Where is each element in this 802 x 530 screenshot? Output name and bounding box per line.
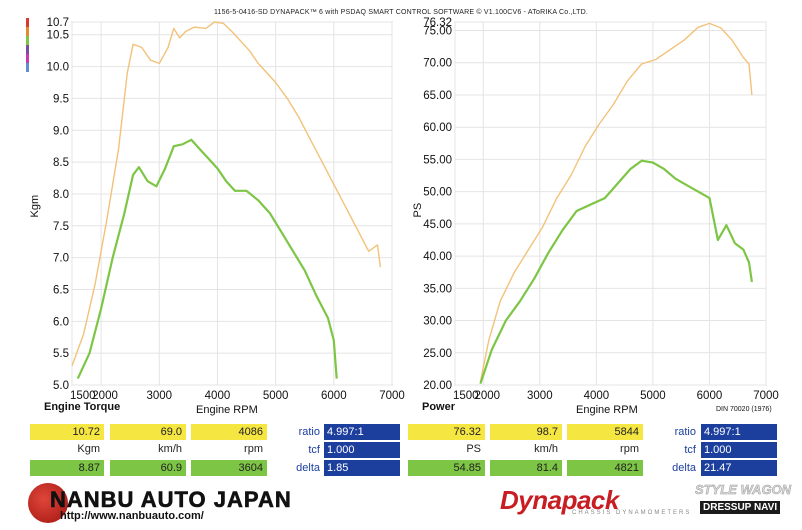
- power-ytick-label: 50.00: [423, 187, 452, 199]
- torque-tcf-value: 1.000: [324, 442, 400, 458]
- torque-ytick-label: 9.5: [53, 93, 69, 105]
- power-unit-ps: PS: [466, 443, 481, 455]
- dynapack-sub: CHASSIS DYNAMOMETERS: [572, 510, 692, 516]
- power-xtick-label: 1500: [453, 390, 479, 402]
- torque-series-line-0: [71, 21, 382, 367]
- power-unit-rpm: rpm: [620, 443, 639, 455]
- torque-xtick-label: 2000: [92, 390, 118, 402]
- power-ytick-label: 75.00: [423, 26, 452, 38]
- torque-unit-rpm: rpm: [244, 443, 263, 455]
- torque-ytick-label: 10.7: [47, 17, 69, 29]
- power-tcf-value: 1.000: [701, 442, 777, 458]
- torque-ytick-label: 7.5: [53, 221, 69, 233]
- power-ytick-label: 40.00: [423, 251, 452, 263]
- torque-ytick-label: 7.0: [53, 253, 69, 265]
- torque-chart: 5.0 5.5 6.0 6.5 7.0 7.5 8.0 8.5 9.0 9.5 10.0 10.510…: [29, 17, 405, 402]
- power-delta-value: 21.47: [701, 460, 777, 476]
- power-ylabel: PS: [412, 203, 424, 218]
- power-chart: 20.00 25.00 30.00 35.00 40.00 45.00 50.00 55.00…: [412, 17, 779, 402]
- power-ytick-label: 60.00: [423, 122, 452, 134]
- power-xtick-label: 7000: [753, 390, 779, 402]
- torque-ytick-label: 10.5: [47, 30, 69, 42]
- dynapack-logo: Dynapack: [500, 485, 619, 515]
- power-series-line-0: [479, 22, 753, 382]
- power-ytick-label: 55.00: [423, 154, 452, 166]
- power-peak-speed: 98.7: [490, 424, 562, 440]
- torque-xtick-label: 7000: [379, 390, 405, 402]
- sheet-header: 1156-5-0416-SD DYNAPACK™ 6 with PSDAQ SM…: [213, 9, 589, 16]
- torque-tcf-label: tcf: [308, 444, 320, 456]
- torque-ytick-label: 5.0: [53, 380, 69, 392]
- torque-delta-value: 1.85: [324, 460, 400, 476]
- torque-ratio-label: ratio: [298, 426, 320, 438]
- power-ytick-label: 30.00: [423, 316, 452, 328]
- power-xtick-label: 6000: [697, 390, 723, 402]
- torque-ytick-label: 9.0: [53, 125, 69, 137]
- din-standard: DIN 70020 (1976): [716, 406, 772, 413]
- nanbu-url: http://www.nanbuauto.com/: [60, 510, 204, 522]
- power-delta-label: delta: [672, 462, 696, 474]
- power-ytick-label: 35.00: [423, 283, 452, 295]
- torque-ytick-label: 6.5: [53, 284, 69, 296]
- power-peak-value: 76.32: [408, 424, 485, 440]
- power-ratio-value: 4.997:1: [701, 424, 777, 440]
- color-strip: [26, 18, 29, 72]
- power-unit-kmh: km/h: [534, 443, 558, 455]
- logo-bar: [0, 480, 802, 530]
- power-ytick-label: 20.00: [423, 380, 452, 392]
- power-title: Power: [422, 401, 456, 413]
- torque-ytick-label: 5.5: [53, 348, 69, 360]
- power-min-rpm: 4821: [567, 460, 643, 476]
- power-tcf-label: tcf: [684, 444, 696, 456]
- torque-min-value: 8.87: [30, 460, 104, 476]
- torque-title: Engine Torque: [44, 401, 121, 413]
- style-wagon-logo: STYLE WAGON: [695, 482, 792, 498]
- torque-ylabel: Kgm: [29, 195, 41, 218]
- torque-xtick-label: 3000: [146, 390, 172, 402]
- power-series-line-1: [479, 159, 753, 385]
- torque-delta-label: delta: [296, 462, 320, 474]
- nanbu-logo: NANBU AUTO JAPAN: [50, 487, 292, 513]
- power-ytick-label: 76.32: [423, 17, 452, 29]
- power-min-speed: 81.4: [490, 460, 562, 476]
- torque-unit-kgm: Kgm: [77, 443, 100, 455]
- torque-series-line-1: [76, 138, 338, 380]
- torque-peak-rpm: 4086: [191, 424, 267, 440]
- nanbu-logo-circle: [28, 483, 68, 523]
- torque-ytick-label: 6.0: [53, 316, 69, 328]
- power-ytick-label: 65.00: [423, 90, 452, 102]
- power-xtick-label: 4000: [584, 390, 610, 402]
- power-peak-rpm: 5844: [567, 424, 643, 440]
- torque-unit-kmh: km/h: [158, 443, 182, 455]
- torque-xlabel: Engine RPM: [196, 404, 258, 416]
- power-xlabel: Engine RPM: [576, 404, 638, 416]
- torque-xtick-label: 6000: [321, 390, 347, 402]
- torque-ytick-label: 8.5: [53, 157, 69, 169]
- power-xtick-label: 5000: [640, 390, 666, 402]
- dressup-navi-logo: DRESSUP NAVI: [700, 501, 781, 514]
- power-ytick-label: 70.00: [423, 58, 452, 70]
- torque-xtick-label: 4000: [205, 390, 231, 402]
- torque-min-speed: 60.9: [110, 460, 186, 476]
- power-ytick-label: 45.00: [423, 219, 452, 231]
- power-xtick-label: 2000: [474, 390, 500, 402]
- dyno-sheet: [20, 6, 792, 480]
- power-min-value: 54.85: [408, 460, 485, 476]
- torque-xtick-label: 5000: [263, 390, 289, 402]
- torque-peak-value: 10.72: [30, 424, 104, 440]
- torque-peak-speed: 69.0: [110, 424, 186, 440]
- torque-ytick-label: 10.0: [47, 62, 69, 74]
- torque-ytick-label: 8.0: [53, 189, 69, 201]
- power-xtick-label: 3000: [527, 390, 553, 402]
- torque-ratio-value: 4.997:1: [324, 424, 400, 440]
- torque-min-rpm: 3604: [191, 460, 267, 476]
- power-ytick-label: 25.00: [423, 348, 452, 360]
- power-ratio-label: ratio: [674, 426, 696, 438]
- torque-xtick-label: 1500: [70, 390, 96, 402]
